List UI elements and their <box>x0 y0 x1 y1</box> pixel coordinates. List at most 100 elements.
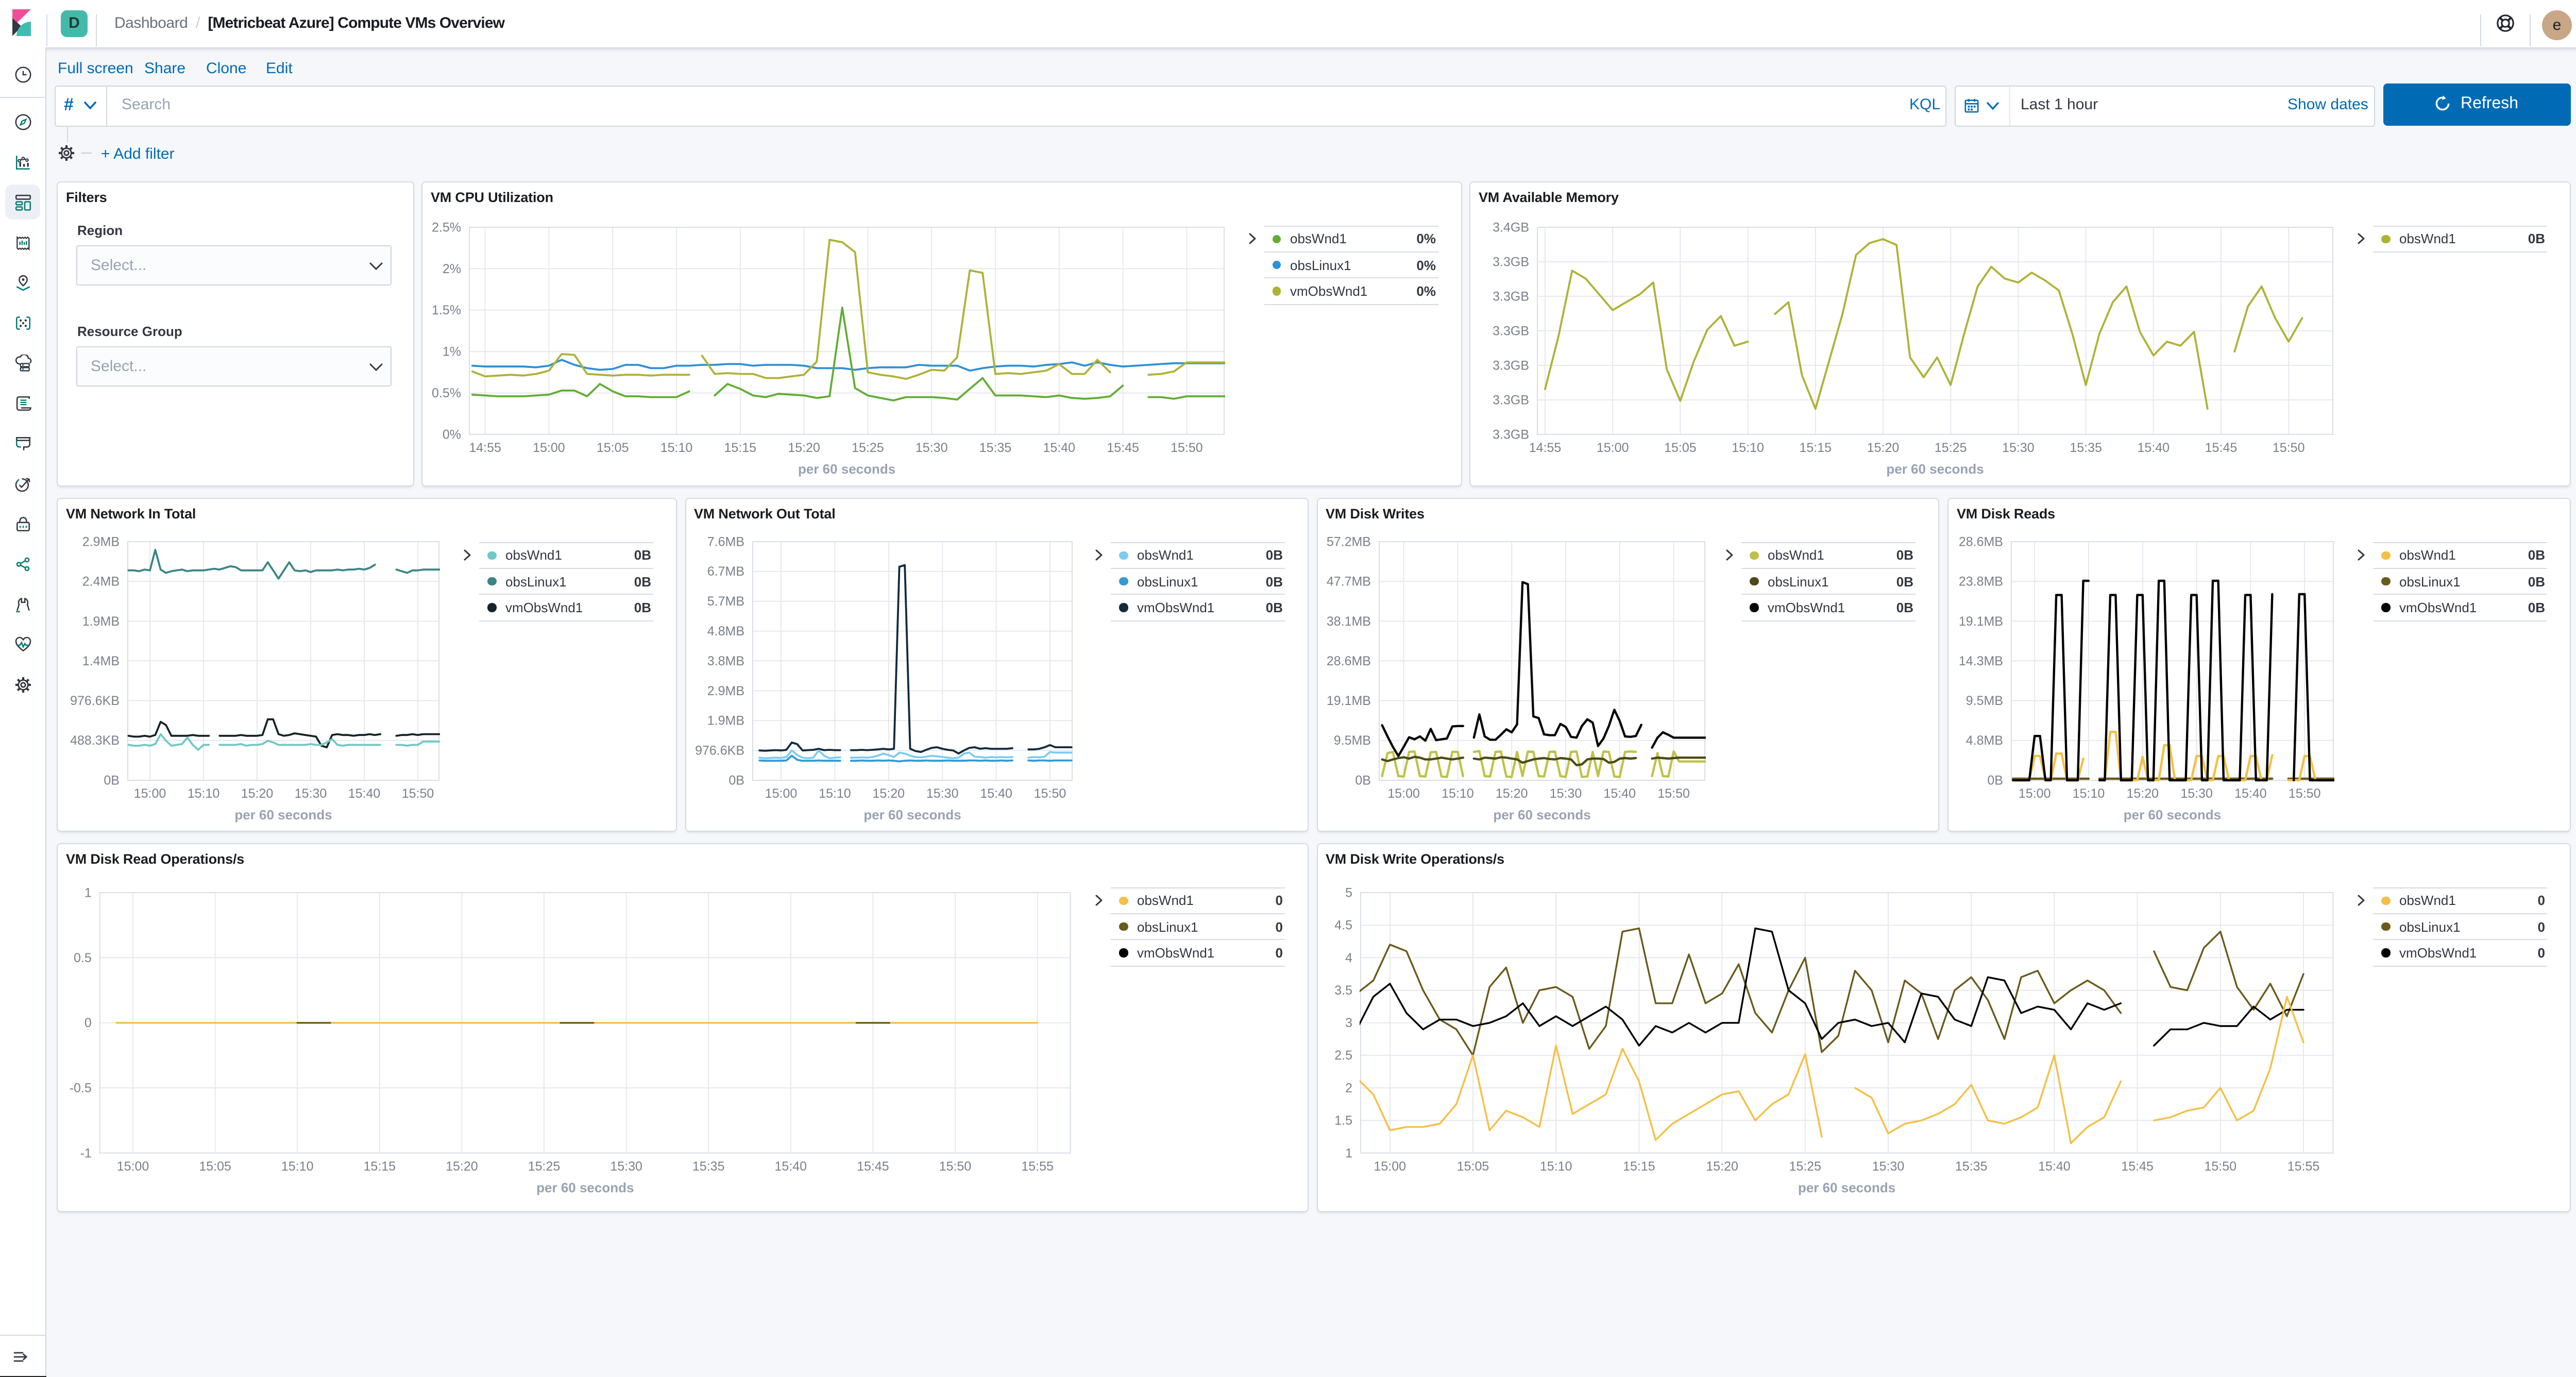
svg-text:15:45: 15:45 <box>2121 1159 2153 1173</box>
svg-text:3.4GB: 3.4GB <box>1493 220 1529 234</box>
svg-text:per 60 seconds: per 60 seconds <box>536 1180 634 1195</box>
svg-text:3.3GB: 3.3GB <box>1493 358 1529 373</box>
svg-text:2.9MB: 2.9MB <box>82 534 120 549</box>
svg-text:9.5MB: 9.5MB <box>1966 694 2003 708</box>
svg-text:1: 1 <box>1345 1146 1352 1161</box>
svg-text:4.8MB: 4.8MB <box>707 624 744 639</box>
svg-text:1.9MB: 1.9MB <box>82 614 120 629</box>
svg-text:38.1MB: 38.1MB <box>1326 614 1370 629</box>
svg-text:15:35: 15:35 <box>979 441 1012 455</box>
svg-text:3.8MB: 3.8MB <box>707 654 744 668</box>
svg-text:15:50: 15:50 <box>2289 786 2321 801</box>
svg-text:0.5: 0.5 <box>74 951 92 965</box>
svg-text:15:10: 15:10 <box>188 786 220 801</box>
svg-text:1%: 1% <box>443 345 461 359</box>
svg-text:15:00: 15:00 <box>533 441 565 455</box>
svg-text:19.1MB: 19.1MB <box>1959 614 2003 629</box>
svg-text:15:00: 15:00 <box>2019 786 2051 801</box>
svg-text:15:30: 15:30 <box>295 786 327 801</box>
svg-text:15:10: 15:10 <box>818 786 851 801</box>
svg-text:4.8MB: 4.8MB <box>1966 733 2003 748</box>
svg-text:15:20: 15:20 <box>1495 786 1528 801</box>
svg-text:3: 3 <box>1345 1016 1352 1030</box>
svg-text:15:35: 15:35 <box>692 1159 725 1173</box>
svg-text:5: 5 <box>1345 885 1352 900</box>
svg-text:15:10: 15:10 <box>281 1159 314 1173</box>
svg-text:0%: 0% <box>443 427 461 442</box>
svg-text:15:10: 15:10 <box>1732 441 1764 455</box>
svg-text:0.5%: 0.5% <box>432 386 461 400</box>
svg-text:9.5MB: 9.5MB <box>1333 733 1370 748</box>
svg-text:15:25: 15:25 <box>1935 441 1967 455</box>
svg-text:15:20: 15:20 <box>872 786 905 801</box>
svg-text:1.5%: 1.5% <box>432 303 461 317</box>
svg-text:6.7MB: 6.7MB <box>707 564 744 579</box>
svg-text:0B: 0B <box>104 773 120 787</box>
svg-text:15:10: 15:10 <box>1441 786 1473 801</box>
svg-text:3.5: 3.5 <box>1334 983 1352 998</box>
svg-text:976.6KB: 976.6KB <box>694 744 744 758</box>
svg-text:15:40: 15:40 <box>979 786 1012 801</box>
svg-text:15:40: 15:40 <box>1043 441 1076 455</box>
svg-text:15:20: 15:20 <box>1867 441 1900 455</box>
svg-text:15:05: 15:05 <box>199 1159 231 1173</box>
svg-text:15:50: 15:50 <box>2273 441 2305 455</box>
svg-text:1.4MB: 1.4MB <box>82 654 120 668</box>
svg-text:28.6MB: 28.6MB <box>1326 654 1370 668</box>
svg-text:2.4MB: 2.4MB <box>82 575 120 589</box>
svg-text:per 60 seconds: per 60 seconds <box>2124 807 2221 822</box>
svg-text:15:00: 15:00 <box>765 786 797 801</box>
svg-text:2: 2 <box>1345 1081 1352 1095</box>
svg-text:per 60 seconds: per 60 seconds <box>1886 461 1984 477</box>
svg-text:per 60 seconds: per 60 seconds <box>234 807 332 822</box>
svg-text:7.6MB: 7.6MB <box>707 534 744 549</box>
svg-text:1: 1 <box>84 885 92 900</box>
svg-text:2%: 2% <box>443 262 461 276</box>
svg-text:15:15: 15:15 <box>1622 1159 1655 1173</box>
svg-text:15:35: 15:35 <box>1955 1159 1987 1173</box>
svg-text:28.6MB: 28.6MB <box>1959 534 2003 549</box>
svg-text:15:50: 15:50 <box>402 786 434 801</box>
svg-text:15:25: 15:25 <box>852 441 884 455</box>
svg-text:2.9MB: 2.9MB <box>707 684 744 698</box>
svg-text:-1: -1 <box>80 1146 92 1161</box>
svg-text:15:30: 15:30 <box>2180 786 2213 801</box>
svg-text:15:00: 15:00 <box>1597 441 1629 455</box>
svg-text:0B: 0B <box>1354 773 1370 787</box>
svg-text:15:40: 15:40 <box>775 1159 807 1173</box>
svg-text:15:40: 15:40 <box>2138 441 2170 455</box>
svg-text:15:50: 15:50 <box>2204 1159 2236 1173</box>
svg-text:0B: 0B <box>1987 773 2003 787</box>
svg-text:4.5: 4.5 <box>1334 918 1352 933</box>
svg-text:15:00: 15:00 <box>1387 786 1419 801</box>
svg-text:15:30: 15:30 <box>2002 441 2035 455</box>
svg-text:15:10: 15:10 <box>1539 1159 1572 1173</box>
svg-text:15:30: 15:30 <box>1872 1159 1904 1173</box>
svg-text:15:30: 15:30 <box>1549 786 1582 801</box>
svg-text:0: 0 <box>84 1016 92 1030</box>
svg-text:15:40: 15:40 <box>1603 786 1636 801</box>
svg-text:15:40: 15:40 <box>2234 786 2267 801</box>
svg-text:15:45: 15:45 <box>857 1159 889 1173</box>
svg-text:15:50: 15:50 <box>1171 441 1203 455</box>
svg-text:15:05: 15:05 <box>597 441 629 455</box>
svg-text:15:50: 15:50 <box>1657 786 1689 801</box>
svg-text:15:40: 15:40 <box>2038 1159 2070 1173</box>
svg-text:15:55: 15:55 <box>1021 1159 1054 1173</box>
svg-text:15:20: 15:20 <box>241 786 274 801</box>
svg-text:14.3MB: 14.3MB <box>1959 654 2003 668</box>
svg-text:per 60 seconds: per 60 seconds <box>1493 807 1590 822</box>
svg-text:per 60 seconds: per 60 seconds <box>798 461 895 477</box>
svg-text:15:40: 15:40 <box>348 786 381 801</box>
svg-text:15:30: 15:30 <box>916 441 948 455</box>
svg-text:2.5: 2.5 <box>1334 1048 1352 1063</box>
svg-text:15:35: 15:35 <box>2070 441 2102 455</box>
svg-text:15:05: 15:05 <box>1664 441 1697 455</box>
svg-text:15:45: 15:45 <box>2205 441 2238 455</box>
svg-text:15:30: 15:30 <box>610 1159 642 1173</box>
svg-text:15:15: 15:15 <box>1800 441 1832 455</box>
svg-text:3.3GB: 3.3GB <box>1493 324 1529 338</box>
svg-text:15:50: 15:50 <box>939 1159 972 1173</box>
svg-text:-0.5: -0.5 <box>70 1081 92 1095</box>
svg-text:976.6KB: 976.6KB <box>70 694 120 708</box>
